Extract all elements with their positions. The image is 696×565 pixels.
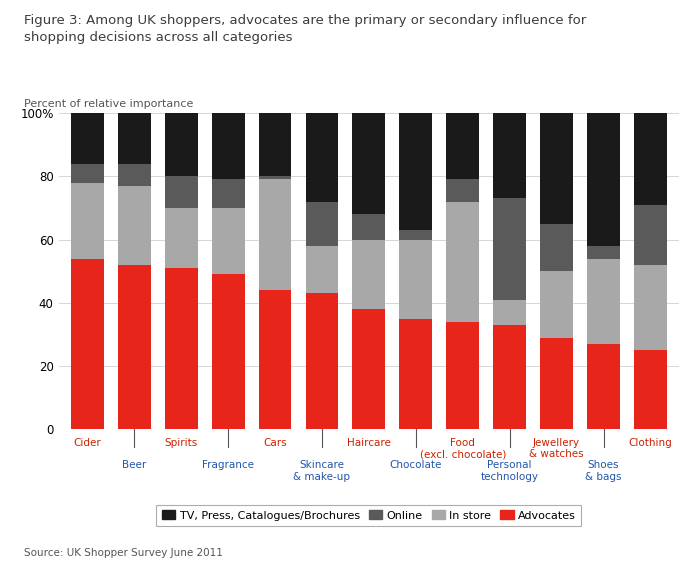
Bar [352, 240, 386, 309]
Text: Percent of relative importance: Percent of relative importance [24, 99, 193, 109]
Bar [165, 176, 198, 208]
Text: Shoes
& bags: Shoes & bags [585, 460, 622, 481]
Bar [493, 325, 526, 429]
Text: Spirits: Spirits [164, 438, 198, 447]
Bar [259, 113, 292, 176]
Bar [634, 205, 667, 265]
Bar [259, 176, 292, 180]
Bar [118, 164, 150, 186]
Text: Figure 3: Among UK shoppers, advocates are the primary or secondary influence fo: Figure 3: Among UK shoppers, advocates a… [24, 14, 587, 27]
Bar [212, 113, 244, 180]
Text: Cider: Cider [74, 438, 101, 447]
Bar [400, 230, 432, 240]
Bar [540, 338, 573, 429]
Bar [259, 290, 292, 429]
Bar [71, 113, 104, 164]
Text: Beer: Beer [122, 460, 146, 470]
Bar [259, 180, 292, 290]
Text: Source: UK Shopper Survey June 2011: Source: UK Shopper Survey June 2011 [24, 548, 223, 558]
Bar [118, 113, 150, 164]
Text: Clothing: Clothing [628, 438, 672, 447]
Legend: TV, Press, Catalogues/Brochures, Online, In store, Advocates: TV, Press, Catalogues/Brochures, Online,… [157, 505, 581, 526]
Bar [400, 319, 432, 429]
Bar [71, 259, 104, 429]
Bar [493, 198, 526, 299]
Bar [352, 113, 386, 214]
Bar [165, 208, 198, 268]
Bar [165, 268, 198, 429]
Text: Fragrance: Fragrance [202, 460, 254, 470]
Text: Jewellery
& watches: Jewellery & watches [529, 438, 584, 459]
Bar [493, 113, 526, 198]
Text: Food
(excl. chocolate): Food (excl. chocolate) [420, 438, 506, 459]
Bar [446, 322, 479, 429]
Bar [493, 299, 526, 325]
Bar [400, 240, 432, 319]
Bar [212, 275, 244, 429]
Bar [540, 224, 573, 271]
Bar [212, 180, 244, 208]
Bar [306, 202, 338, 246]
Bar [634, 265, 667, 350]
Bar [540, 113, 573, 224]
Bar [306, 246, 338, 293]
Bar [540, 271, 573, 338]
Bar [446, 113, 479, 180]
Bar [446, 180, 479, 202]
Bar [587, 246, 620, 259]
Bar [71, 164, 104, 182]
Text: Cars: Cars [263, 438, 287, 447]
Bar [306, 293, 338, 429]
Bar [587, 344, 620, 429]
Bar [446, 202, 479, 322]
Text: Chocolate: Chocolate [390, 460, 442, 470]
Text: Skincare
& make-up: Skincare & make-up [294, 460, 351, 481]
Bar [634, 113, 667, 205]
Bar [352, 214, 386, 240]
Bar [306, 113, 338, 202]
Bar [634, 350, 667, 429]
Bar [71, 182, 104, 259]
Bar [400, 113, 432, 230]
Text: shopping decisions across all categories: shopping decisions across all categories [24, 31, 293, 44]
Bar [118, 186, 150, 265]
Bar [165, 113, 198, 176]
Bar [587, 113, 620, 246]
Bar [212, 208, 244, 275]
Bar [587, 259, 620, 344]
Bar [352, 309, 386, 429]
Text: Personal
technology: Personal technology [481, 460, 539, 481]
Bar [118, 265, 150, 429]
Text: Haircare: Haircare [347, 438, 391, 447]
